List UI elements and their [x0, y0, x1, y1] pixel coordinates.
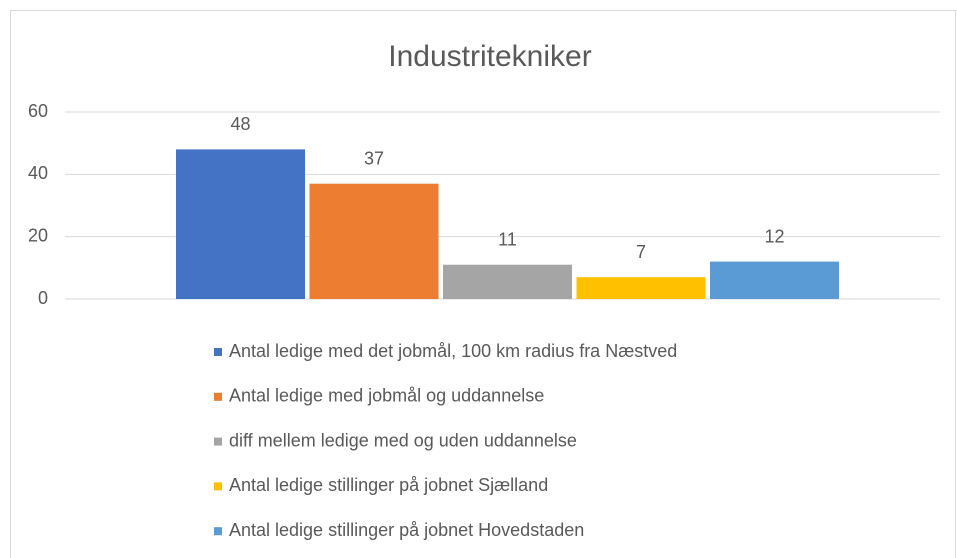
legend-label: Antal ledige med jobmål og uddannelse	[229, 386, 544, 406]
y-tick-label: 60	[28, 101, 48, 121]
bar	[576, 277, 706, 299]
y-tick-label: 20	[28, 225, 48, 245]
bar	[710, 261, 839, 299]
data-label: 11	[498, 229, 517, 249]
chart-title: Industritekniker	[388, 40, 591, 73]
legend-label: diff mellem ledige med og uden uddannels…	[229, 430, 577, 450]
legend-swatch	[214, 392, 222, 401]
legend-swatch	[214, 348, 222, 356]
bar	[309, 183, 439, 299]
legend-label: Antal ledige stillinger på jobnet Sjælla…	[229, 475, 548, 495]
data-label: 48	[230, 114, 250, 134]
bar	[443, 264, 572, 299]
legend-label: Antal ledige stillinger på jobnet Hoveds…	[229, 520, 584, 540]
legend-swatch	[214, 437, 222, 446]
bar	[176, 149, 305, 299]
y-tick-label: 40	[28, 163, 48, 183]
legend-swatch	[214, 482, 222, 491]
legend-swatch	[214, 527, 222, 536]
data-label: 37	[364, 148, 384, 168]
data-label: 12	[764, 226, 784, 246]
data-label: 7	[636, 242, 646, 262]
legend-label: Antal ledige med det jobmål, 100 km radi…	[229, 341, 677, 361]
y-tick-label: 0	[38, 288, 48, 308]
